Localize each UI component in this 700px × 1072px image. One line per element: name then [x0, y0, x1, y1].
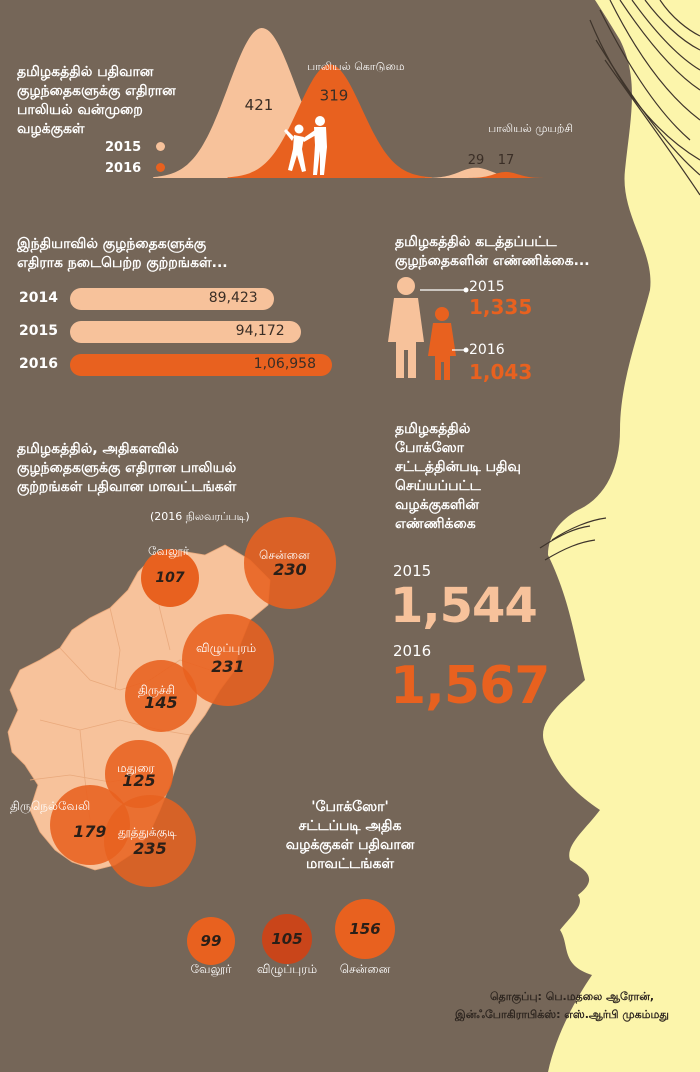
section5-subtitle: (2016 நிலவரப்படி): [150, 510, 250, 523]
bubble-value-district-0: 107: [155, 569, 185, 586]
pocso-2015-value: 1,544: [390, 578, 538, 634]
bubble-district-6: 235: [104, 795, 196, 887]
kidnap-2015-value: 1,335: [469, 295, 533, 319]
section6-title-line4: மாவட்டங்கள்: [305, 856, 395, 872]
bubble-label-pocso-0: வேலூர்: [190, 962, 232, 976]
india-bar-year-2015: 2015: [19, 323, 58, 339]
section4-title-line2: போக்ஸோ: [395, 440, 464, 456]
curve-value-2015-1: 29: [468, 153, 485, 168]
bubble-value-pocso-0: 99: [200, 931, 222, 950]
section5-title-line2: குழந்தைகளுக்கு எதிரான பாலியல்: [17, 460, 237, 476]
legend-2015-dot: [155, 142, 165, 151]
bubble-label-district-6: தூத்துக்குடி: [118, 825, 177, 839]
credit-compiled: தொகுப்பு: பெ.மதலை ஆரோன்,: [490, 990, 655, 1003]
india-bar-2015: 94,172: [70, 321, 301, 343]
section1-title-line2: குழந்தைகளுக்கு எதிரான: [17, 83, 176, 99]
legend-2016-label: 2016: [105, 161, 142, 176]
kidnap-2015-year: 2015: [469, 279, 505, 295]
curve-2016-1: [467, 171, 545, 178]
section4-title: தமிழகத்தில் போக்ஸோ சட்டத்தின்படி பதிவு ச…: [395, 420, 521, 534]
india-bar-value-2014: 89,423: [208, 290, 258, 306]
curve-value-2016-0: 319: [320, 86, 349, 104]
section4-title-line5: வழக்குகளின்: [395, 497, 479, 513]
section2-title-line1: இந்தியாவில் குழந்தைகளுக்கு: [17, 236, 207, 252]
children-silhouette-icon: [388, 277, 469, 380]
bubble-value-district-5: 179: [73, 822, 107, 842]
section1-title-line4: வழக்குகள்: [17, 121, 85, 137]
pocso-2016-year: 2016: [393, 642, 432, 660]
bubble-pocso-2: 156: [335, 899, 395, 959]
section4-title-line1: தமிழகத்தில்: [395, 421, 471, 437]
kidnap-2016-value: 1,043: [469, 360, 533, 384]
bubble-district-1: 230: [244, 517, 336, 609]
india-bar-year-2014: 2014: [19, 290, 58, 306]
credit-infographics: இன்ஃபோகிராபிக்ஸ்: எஸ்.ஆர்பி முகம்மது: [455, 1008, 669, 1021]
bubble-label-district-5: திருநெல்வேலி: [10, 799, 91, 813]
legend-2016-dot: [155, 163, 165, 172]
bubble-label-district-2: விழுப்புரம்: [196, 641, 257, 655]
section6-title-line3: வழக்குகள் பதிவான: [285, 837, 415, 853]
section4-title-line4: செய்யப்பட்ட: [395, 478, 481, 494]
curve-2016-0: [227, 64, 433, 178]
face-profile-shape: [543, 0, 700, 1072]
section5-title-line1: தமிழகத்தில், அதிகளவில்: [17, 441, 179, 457]
bubble-district-2: 231: [182, 614, 274, 706]
section6-title: 'போக்ஸோ' சட்டப்படி அதிக வழக்குகள் பதிவான…: [255, 798, 445, 874]
child-2016-silhouette: [428, 307, 456, 380]
section4-title-line3: சட்டத்தின்படி பதிவு: [395, 459, 521, 475]
hair-strokes: [539, 0, 700, 561]
section6-title-line2: சட்டப்படி அதிக: [298, 818, 402, 834]
bubble-value-pocso-1: 105: [271, 929, 303, 948]
child-2015-silhouette: [388, 277, 424, 378]
section1-title-line1: தமிழகத்தில் பதிவான: [17, 64, 154, 80]
section6-title-line1: 'போக்ஸோ': [311, 799, 389, 815]
section2-title: இந்தியாவில் குழந்தைகளுக்கு எதிராக நடைபெற…: [17, 235, 228, 273]
bubble-value-district-4: 125: [122, 771, 156, 791]
bubble-value-district-1: 230: [273, 560, 307, 580]
bubble-district-3: 145: [124, 659, 198, 733]
bubble-value-district-2: 231: [211, 657, 245, 677]
bubble-label-district-1: சென்னை: [259, 548, 310, 562]
curve-value-2015-0: 421: [245, 96, 274, 114]
legend-2015: 2015: [105, 140, 165, 155]
bubble-value-pocso-2: 156: [349, 920, 381, 938]
section4-title-line6: எண்ணிக்கை: [395, 516, 476, 532]
india-bar-year-2016: 2016: [19, 356, 58, 372]
bell-curve-chart: 421 319 29 17: [153, 28, 545, 178]
kidnap-2016-year: 2016: [469, 342, 505, 358]
india-bar-value-2015: 94,172: [235, 323, 285, 339]
bubble-label-pocso-1: விழுப்புரம்: [256, 962, 318, 976]
bubble-value-district-3: 145: [144, 693, 178, 713]
bubble-label-pocso-2: சென்னை: [339, 962, 391, 976]
legend-2016: 2016: [105, 161, 165, 176]
india-bar-2014: 89,423: [70, 288, 274, 310]
section1-title: தமிழகத்தில் பதிவான குழந்தைகளுக்கு எதிரான…: [17, 63, 176, 139]
section3-title: தமிழகத்தில் கடத்தப்பட்ட குழந்தைகளின் எண்…: [395, 233, 590, 271]
india-bar-2016: 1,06,958: [70, 354, 332, 376]
bubble-label-district-3: திருச்சி: [138, 683, 175, 697]
section5-title-line3: குற்றங்கள் பதிவான மாவட்டங்கள்: [17, 479, 237, 495]
category-abuse-label: பாலியல் கொடுமை: [307, 60, 405, 73]
bubble-district-0: 107: [140, 548, 200, 608]
section3-title-line2: குழந்தைகளின் எண்ணிக்கை...: [395, 253, 590, 269]
curve-value-2016-1: 17: [498, 153, 515, 168]
bubble-label-district-0: வேலூர்: [148, 544, 189, 558]
bubble-label-district-4: மதுரை: [117, 761, 155, 775]
legend-2015-label: 2015: [105, 140, 142, 155]
bubble-pocso-0: 99: [187, 917, 235, 965]
bubble-pocso-1: 105: [262, 914, 312, 964]
pocso-2016-value: 1,567: [390, 656, 550, 716]
section3-title-line1: தமிழகத்தில் கடத்தப்பட்ட: [395, 234, 557, 250]
category-attempt-label: பாலியல் முயற்சி: [488, 122, 573, 135]
section5-title: தமிழகத்தில், அதிகளவில் குழந்தைகளுக்கு எத…: [17, 440, 236, 497]
struggle-silhouette-icon: [284, 116, 327, 175]
section2-title-line2: எதிராக நடைபெற்ற குற்றங்கள்...: [17, 255, 228, 271]
india-bar-value-2016: 1,06,958: [253, 356, 316, 372]
bubble-value-district-6: 235: [133, 838, 167, 858]
section1-title-line3: பாலியல் வன்முறை: [17, 102, 143, 118]
pocso-2015-year: 2015: [393, 562, 432, 580]
